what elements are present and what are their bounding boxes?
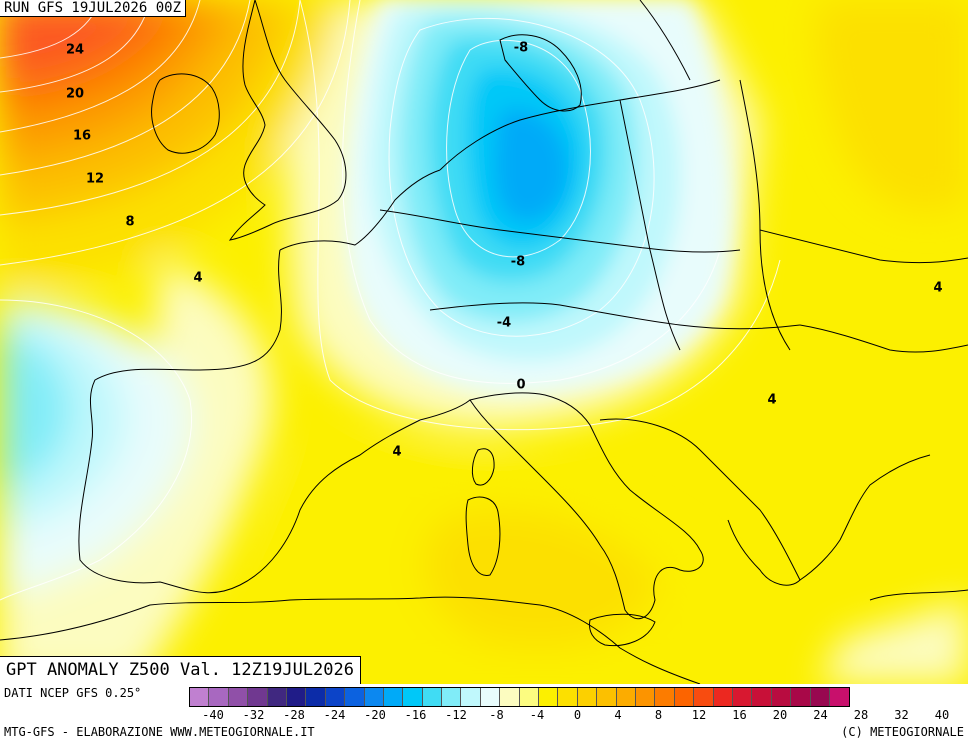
coastlines bbox=[0, 0, 968, 684]
color-swatch bbox=[209, 688, 229, 706]
color-swatch bbox=[577, 688, 598, 706]
color-scale-tick-label: 8 bbox=[654, 708, 663, 722]
color-swatch bbox=[713, 688, 733, 706]
color-scale-tick-label: -32 bbox=[242, 708, 265, 722]
color-scale-tick-label: 20 bbox=[772, 708, 788, 722]
color-scale-tick-label: -20 bbox=[364, 708, 386, 722]
color-swatch bbox=[286, 688, 307, 706]
color-scale-tick-label: 4 bbox=[614, 708, 622, 722]
color-swatch bbox=[228, 688, 249, 706]
contour-label-4-west: 4 bbox=[193, 270, 203, 286]
color-scale-bar bbox=[189, 687, 851, 707]
color-swatch bbox=[635, 688, 656, 706]
color-swatch bbox=[597, 688, 617, 706]
color-swatch bbox=[694, 688, 714, 706]
color-scale-tick-label: 28 bbox=[853, 708, 869, 722]
credit-left: MTG-GFS - ELABORAZIONE WWW.METEOGIORNALE… bbox=[4, 725, 315, 739]
contour-label-0: 0 bbox=[516, 377, 526, 393]
color-swatch bbox=[791, 688, 811, 706]
color-scale-tick-label: 40 bbox=[934, 708, 950, 722]
data-source-label: DATI NCEP GFS 0.25° bbox=[4, 686, 142, 700]
contour-label-4-east: 4 bbox=[933, 280, 943, 296]
color-swatch bbox=[345, 688, 365, 706]
color-swatch bbox=[190, 688, 210, 706]
contour-label-minus8-south: -8 bbox=[510, 254, 526, 270]
color-scale-tick-label: 24 bbox=[813, 708, 828, 722]
color-scale-tick-label: 0 bbox=[573, 708, 582, 722]
contour-label-4-balkans: 4 bbox=[767, 392, 777, 408]
contour-label-minus4: -4 bbox=[496, 315, 512, 331]
color-swatch bbox=[383, 688, 404, 706]
color-scale-tick-label: 12 bbox=[691, 708, 707, 722]
contour-label-16: 16 bbox=[72, 128, 92, 144]
color-swatch bbox=[500, 688, 520, 706]
color-swatch bbox=[810, 688, 830, 706]
color-swatch bbox=[752, 688, 772, 706]
credit-right: (C) METEOGIORNALE bbox=[841, 725, 964, 739]
color-scale-tick-label: -12 bbox=[445, 708, 467, 722]
color-swatch bbox=[616, 688, 636, 706]
color-swatch bbox=[403, 688, 423, 706]
color-swatch bbox=[422, 688, 443, 706]
color-scale-ticks: -40 -32 -28 -24 -20 -16 -12 -8 -4 0 4 8 12 16 20 24 28 32… bbox=[189, 708, 966, 724]
color-swatch bbox=[519, 688, 540, 706]
color-scale-tick-label: -4 bbox=[529, 708, 545, 722]
color-scale-tick-label: -24 bbox=[323, 708, 346, 722]
color-scale-tick-label: 32 bbox=[894, 708, 909, 722]
color-scale-tick-label: -28 bbox=[283, 708, 305, 722]
color-swatch bbox=[539, 688, 559, 706]
color-swatch bbox=[461, 688, 481, 706]
color-swatch bbox=[442, 688, 462, 706]
color-swatch bbox=[306, 688, 326, 706]
color-scale-tick-label: -8 bbox=[489, 708, 504, 722]
color-swatch bbox=[829, 688, 850, 706]
contour-lines bbox=[0, 0, 781, 601]
contour-label-24: 24 bbox=[65, 42, 85, 58]
color-swatch bbox=[771, 688, 792, 706]
contour-label-8: 8 bbox=[125, 214, 135, 230]
color-swatch bbox=[732, 688, 753, 706]
color-swatch bbox=[248, 688, 268, 706]
contour-label-minus8-north: -8 bbox=[513, 40, 529, 56]
color-swatch bbox=[267, 688, 287, 706]
color-scale-tick-label: -16 bbox=[404, 708, 427, 722]
map-title: GPT ANOMALY Z500 Val. 12Z19JUL2026 bbox=[0, 656, 361, 684]
color-scale-tick-label: 16 bbox=[732, 708, 747, 722]
color-scale-tick-label: -40 bbox=[202, 708, 224, 722]
run-label: RUN GFS 19JUL2026 00Z bbox=[0, 0, 187, 17]
color-swatch bbox=[655, 688, 675, 706]
z500-anomaly-map bbox=[0, 0, 968, 684]
contour-label-12: 12 bbox=[85, 171, 105, 187]
color-swatch bbox=[480, 688, 501, 706]
contour-label-20: 20 bbox=[65, 86, 85, 102]
color-swatch bbox=[364, 688, 384, 706]
anomaly-field bbox=[0, 0, 968, 684]
color-swatch bbox=[674, 688, 695, 706]
color-swatch bbox=[325, 688, 346, 706]
color-swatch bbox=[558, 688, 578, 706]
footer: DATI NCEP GFS 0.25° -40 -32 -28 -24 -20 -16 -1… bbox=[0, 684, 968, 745]
contour-label-4-south: 4 bbox=[392, 444, 402, 460]
